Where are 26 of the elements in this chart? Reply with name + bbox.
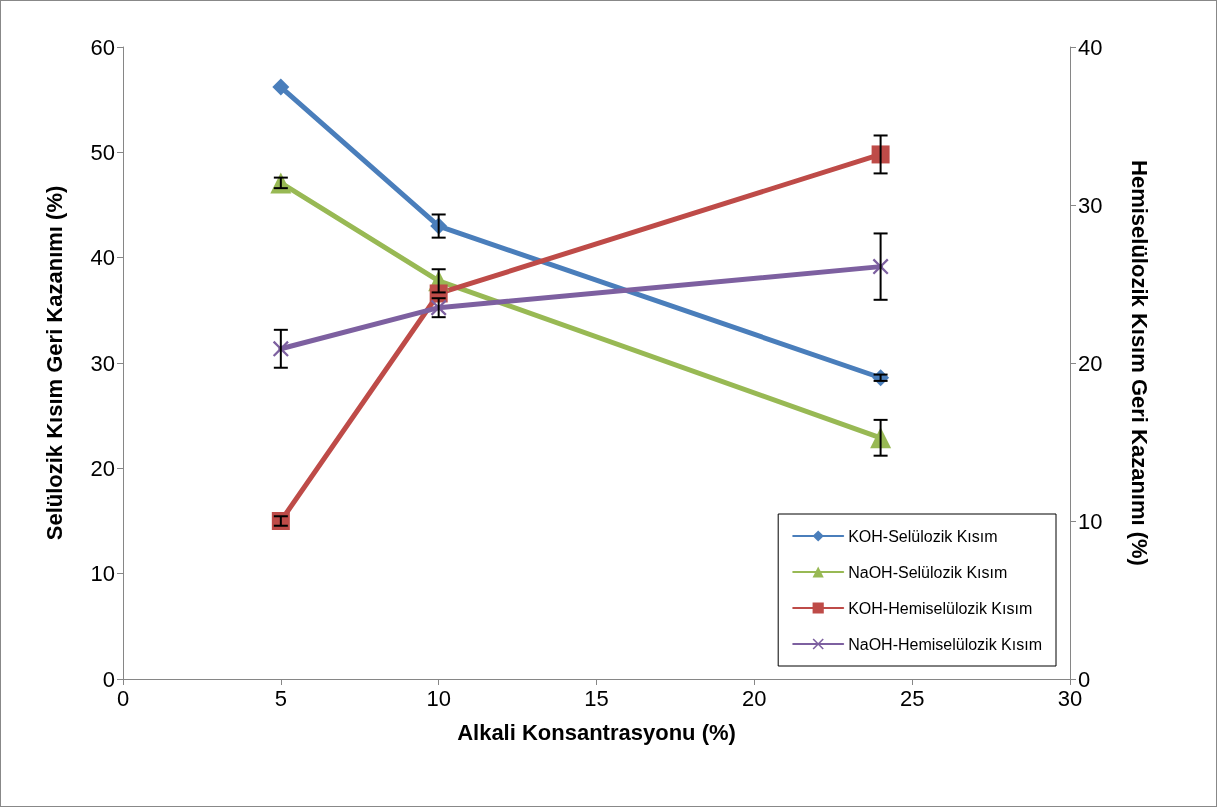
y-tick-label: 0 (102, 666, 115, 692)
y-tick-label: 20 (90, 455, 115, 481)
y2-tick-label: 20 (1078, 350, 1103, 376)
y2-tick-label: 10 (1078, 508, 1103, 534)
legend-label: KOH-Hemiselülozik Kısım (848, 599, 1033, 617)
legend-label: NaOH-Hemiselülozik Kısım (848, 635, 1042, 653)
x-tick-label: 5 (274, 685, 287, 711)
point (272, 340, 289, 357)
y2-axis-title: Hemiselülozik Kısım Geri Kazanımı (%) (1126, 160, 1152, 566)
x-tick-label: 15 (584, 685, 609, 711)
x-tick-label: 20 (742, 685, 767, 711)
x-axis-title: Alkali Konsantrasyonu (%) (457, 719, 736, 745)
y-tick-label: 10 (90, 561, 115, 587)
legend-label: NaOH-Selülozik Kısım (848, 563, 1008, 581)
y-tick-label: 60 (90, 34, 115, 60)
y-tick-label: 50 (90, 139, 115, 165)
legend-label: KOH-Selülozik Kısım (848, 527, 998, 545)
y-tick-label: 30 (90, 350, 115, 376)
x-tick-label: 25 (899, 685, 925, 711)
y2-tick-label: 0 (1078, 666, 1091, 692)
y-axis-title: Selülozik Kısım Geri Kazanımı (%) (41, 185, 67, 541)
x-tick-label: 10 (426, 685, 451, 711)
y-tick-label: 40 (90, 245, 115, 271)
point (272, 78, 290, 96)
y2-tick-label: 40 (1078, 34, 1103, 60)
y2-tick-label: 30 (1078, 192, 1103, 218)
